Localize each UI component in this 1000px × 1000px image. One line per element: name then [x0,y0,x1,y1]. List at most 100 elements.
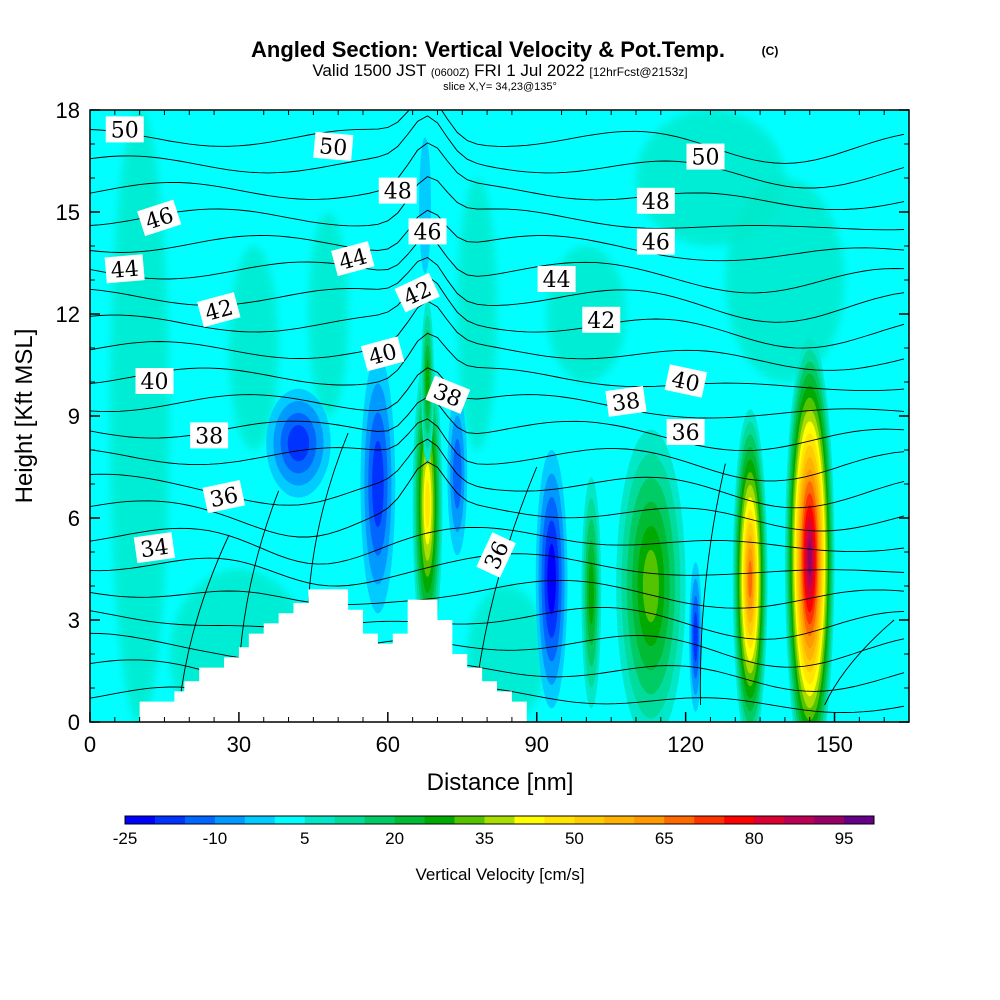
colorbar-swatch [424,816,456,824]
contour-label: 46 [137,199,182,237]
colorbar-frame [124,815,875,825]
y-tick-label: 3 [68,608,80,633]
colorbar-swatch [184,816,216,824]
velocity-cell-band [693,612,698,662]
isentrope-vertical [824,619,895,706]
velocity-cell-band [807,540,812,577]
contour-label-box [202,479,246,514]
isentrope [90,110,905,164]
contour-label-box [197,292,241,328]
contour-label-box [313,131,354,162]
velocity-cell [784,337,835,722]
contour-label-box [105,116,144,143]
colorbar-tick-label: 20 [385,829,404,848]
contour-label-box [636,187,675,214]
y-tick-label: 6 [68,506,80,531]
velocity-cell-band [547,543,556,615]
velocity-swath [109,110,170,722]
colorbar-swatch [724,816,755,824]
colorbar-tick-label: 80 [745,829,764,848]
valid-utc: (0600Z) [431,67,470,79]
contour-label: 34 [133,532,176,563]
contour-label-text: 50 [318,134,348,161]
colorbar-swatch [394,816,426,824]
contour-label-text: 40 [141,370,169,395]
x-axis: 0 30 60 90 120 150 [84,110,885,757]
contour-label-box [664,364,708,398]
contour-label: 44 [104,254,145,284]
contour-label: 48 [378,177,417,205]
contour-label-text: 42 [587,309,615,334]
velocity-cell [360,354,396,614]
velocity-cell [535,450,568,709]
contour-label-box [394,272,440,313]
colorbar-swatch [364,816,396,824]
valid-time-line: Valid 1500 JST (0600Z) FRI 1 Jul 2022 [1… [312,61,687,80]
isentrope-vertical [307,432,349,604]
contour-label-text: 50 [691,146,719,171]
colorbar-swatch [304,816,336,824]
colorbar-swatch [664,816,695,824]
contour-label-text: 44 [110,257,140,284]
contour-label: 48 [636,187,675,215]
colorbar-tick-label: -10 [203,829,228,848]
colorbar-swatch [604,816,635,824]
colorbar-tick-label: 95 [835,829,854,848]
velocity-cell [732,409,768,722]
velocity-swath [228,246,279,450]
colorbar-tick-label: 50 [565,829,584,848]
isentrope [90,526,905,565]
contour-label-box [378,177,417,204]
velocity-cell-band [642,549,659,623]
isentrope [90,236,905,294]
velocity-cell [412,351,443,658]
velocity-cell [421,300,434,464]
contour-label-text: 46 [642,231,670,256]
isentrope [90,176,905,231]
contour-label: 42 [582,306,621,334]
colorbar-swatch [514,816,545,824]
contour-label-box [537,266,576,292]
colorbar-swatch [244,816,276,824]
contour-label-box [666,419,705,445]
valid-date: FRI 1 Jul 2022 [474,61,585,80]
y-tick-label: 18 [56,98,80,123]
contour-label-text: 40 [669,367,702,397]
terrain-mask [139,589,527,722]
contour-label: 38 [190,422,229,449]
forecast-info: [12hrFcst@2153z] [589,65,687,79]
y-tick-label: 9 [68,404,80,429]
colorbar: -25 -10 5 20 35 50 65 80 95 [113,815,875,848]
velocity-cell-band [588,561,595,625]
isentrope-vertical [699,463,726,706]
copyright-mark: (C) [762,44,779,58]
velocity-cell [616,429,686,722]
contour-label: 44 [331,241,375,277]
colorbar-swatch [274,816,306,824]
contour-label-text: 38 [611,389,642,418]
colorbar-swatch [154,816,186,824]
colorbar-swatch [844,816,875,824]
isentrope [90,115,905,189]
x-axis-label: Distance [nm] [427,769,574,796]
valid-prefix: Valid 1500 JST [312,61,426,80]
colorbar-label: Vertical Velocity [cm/s] [415,865,584,884]
contour-label: 46 [408,218,447,245]
colorbar-swatch [454,816,486,824]
velocity-cell-band [287,425,310,462]
contour-label-box [331,241,375,277]
velocity-cell-band [425,480,430,529]
velocity-cell [419,137,432,274]
y-axis-label: Height [Kft MSL] [11,329,38,504]
isentrope [90,332,905,392]
contour-label-box [190,422,229,449]
colorbar-swatch [814,816,845,824]
x-tick-label: 0 [84,732,96,757]
chart-title: Angled Section: Vertical Velocity & Pot.… [251,37,725,62]
colorbar-swatch [544,816,575,824]
x-tick-label: 90 [524,732,548,757]
isentrope [90,579,905,609]
contour-label-text: 46 [414,220,442,245]
